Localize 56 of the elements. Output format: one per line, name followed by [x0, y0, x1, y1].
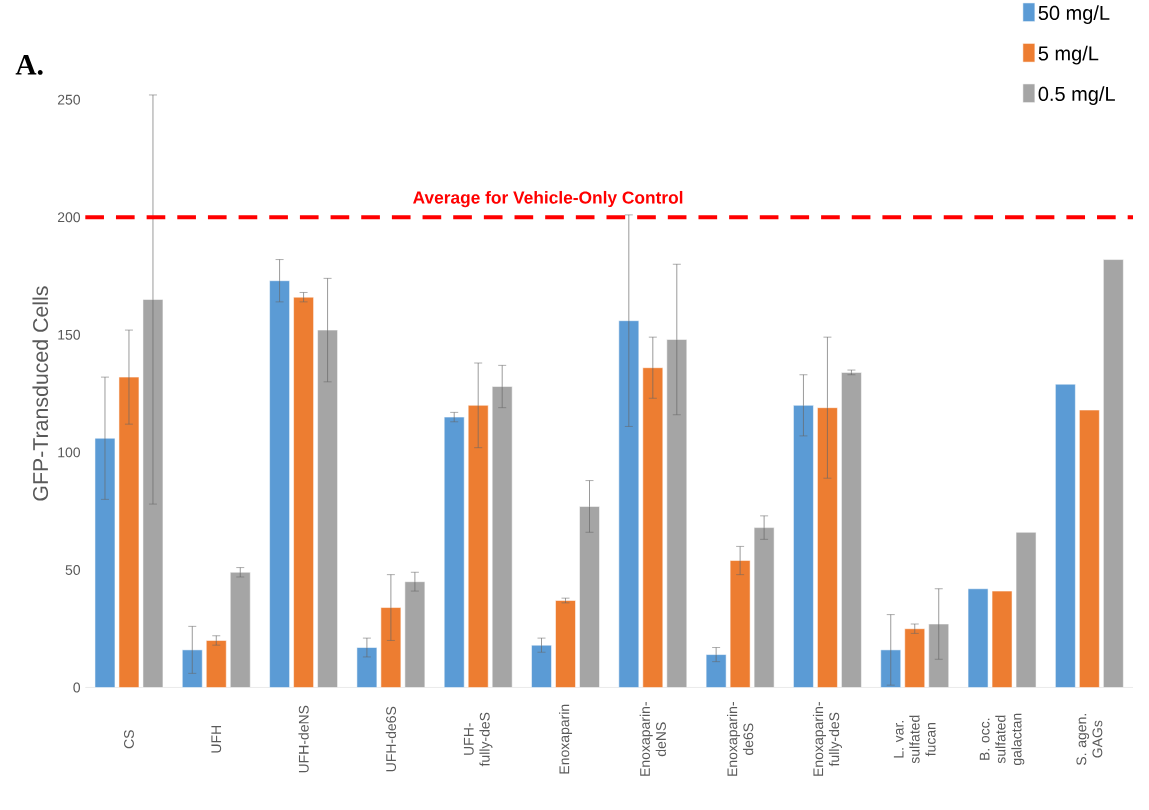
y-tick-label: 150: [58, 329, 81, 340]
x-tick-label: Enoxaparin-de6S: [726, 702, 754, 776]
x-tick-label: S. agen. GAGs: [1076, 713, 1103, 765]
y-tick-label: 50: [65, 564, 81, 575]
text: A.: [15, 54, 43, 75]
bar: [531, 644, 552, 688]
bar: [753, 527, 775, 688]
bar: [666, 339, 688, 688]
x-tick-label: UFH-fully-deS: [463, 712, 493, 767]
bar: [1079, 409, 1100, 688]
x-tick-label: CS: [124, 730, 134, 749]
bar: [1015, 531, 1037, 688]
x-tick-label: UFH-de6S: [385, 706, 397, 772]
bar: [579, 506, 600, 688]
ref-line-label: Average for Vehicle-Only Control: [413, 190, 683, 208]
bar: [841, 372, 862, 688]
bar: [793, 405, 814, 688]
y-tick-label: 250: [57, 94, 81, 105]
legend-label: 0.5 mg/L: [1038, 86, 1115, 105]
bar: [467, 405, 489, 688]
legend-label: 5 mg/L: [1038, 45, 1099, 65]
legend-label: 50 mg/L: [1038, 5, 1110, 24]
bar: [491, 386, 513, 688]
bar: [404, 581, 426, 688]
x-tick-label: Enoxaparin-fully-deS: [812, 702, 842, 776]
x-tick-label: UFH: [211, 725, 222, 753]
bar: [705, 654, 727, 688]
bar: [729, 560, 751, 688]
bar: [817, 407, 838, 688]
x-tick-label: B. occ. sulfated galactan: [979, 713, 1025, 766]
bar: [317, 329, 338, 688]
bar: [94, 437, 116, 688]
x-tick-label: UFH-deNS: [298, 705, 309, 773]
bar: [269, 280, 290, 688]
bar: [230, 571, 251, 688]
bar: [967, 588, 989, 688]
bar: [991, 590, 1013, 688]
bar: [356, 647, 378, 688]
bar: [555, 600, 576, 688]
bar: [1055, 383, 1076, 688]
x-tick-label: L. var. sulfated fucan: [893, 715, 936, 764]
y-tick-label: 0: [73, 682, 81, 693]
x-tick-label: Enoxaparin: [558, 704, 573, 774]
x-tick-label: Enoxaparin-deNS: [639, 702, 666, 776]
bar: [904, 628, 926, 688]
y-tick-label: 100: [58, 447, 81, 458]
bar: [118, 376, 140, 688]
bar: [1103, 259, 1124, 688]
bar: [293, 296, 314, 688]
y-axis-title: GFP-Transduced Cells: [32, 286, 49, 501]
bar: [206, 640, 227, 688]
bar: [443, 416, 465, 688]
bar: [380, 607, 402, 688]
bar: [618, 320, 640, 688]
y-tick-label: 200: [57, 212, 81, 223]
bar: [642, 367, 664, 688]
